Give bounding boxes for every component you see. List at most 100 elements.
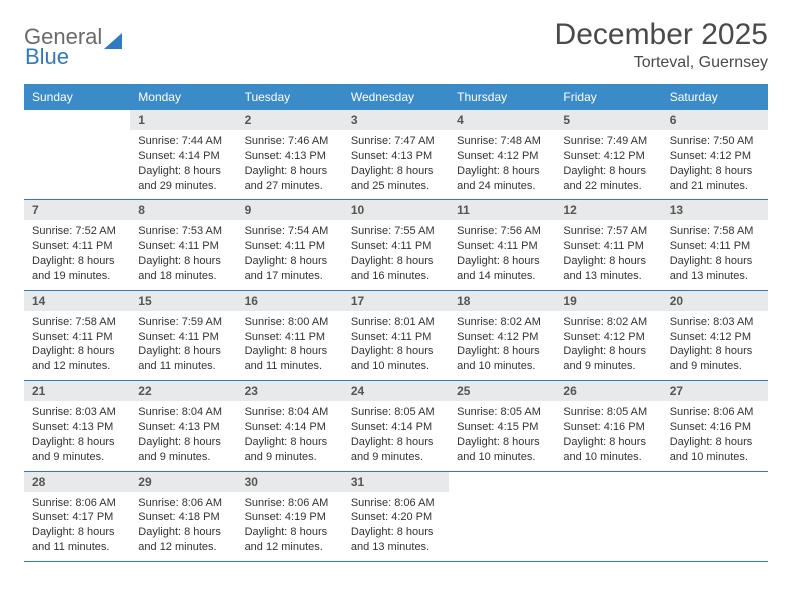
day-details: Sunrise: 7:58 AMSunset: 4:11 PMDaylight:… [662,220,768,289]
day-number: 4 [449,110,555,130]
day-number: 25 [449,381,555,401]
day-details: Sunrise: 8:02 AMSunset: 4:12 PMDaylight:… [555,311,661,380]
daylight-text: Daylight: 8 hours and 27 minutes. [245,164,335,194]
day-details: Sunrise: 7:53 AMSunset: 4:11 PMDaylight:… [130,220,236,289]
day-details: Sunrise: 8:03 AMSunset: 4:12 PMDaylight:… [662,311,768,380]
day-details: Sunrise: 7:46 AMSunset: 4:13 PMDaylight:… [237,130,343,199]
sunset-text: Sunset: 4:11 PM [138,330,228,345]
sunrise-text: Sunrise: 8:04 AM [138,405,228,420]
calendar-week-row: 28Sunrise: 8:06 AMSunset: 4:17 PMDayligh… [24,471,768,561]
sunset-text: Sunset: 4:13 PM [351,149,441,164]
daylight-text: Daylight: 8 hours and 10 minutes. [563,435,653,465]
sunrise-text: Sunrise: 7:54 AM [245,224,335,239]
sunrise-text: Sunrise: 7:44 AM [138,134,228,149]
day-number: 26 [555,381,661,401]
sunrise-text: Sunrise: 8:06 AM [32,496,122,511]
sunset-text: Sunset: 4:11 PM [245,330,335,345]
sunrise-text: Sunrise: 8:06 AM [670,405,760,420]
sunrise-text: Sunrise: 8:05 AM [351,405,441,420]
day-details: Sunrise: 8:05 AMSunset: 4:16 PMDaylight:… [555,401,661,470]
day-number: 20 [662,291,768,311]
sunrise-text: Sunrise: 8:06 AM [138,496,228,511]
weekday-header: Wednesday [343,84,449,110]
sunset-text: Sunset: 4:12 PM [670,149,760,164]
sunrise-text: Sunrise: 8:05 AM [563,405,653,420]
day-details: Sunrise: 8:04 AMSunset: 4:14 PMDaylight:… [237,401,343,470]
day-number: 7 [24,200,130,220]
sunset-text: Sunset: 4:11 PM [670,239,760,254]
calendar-day-cell: 16Sunrise: 8:00 AMSunset: 4:11 PMDayligh… [237,290,343,380]
sunset-text: Sunset: 4:13 PM [138,420,228,435]
day-details: Sunrise: 7:47 AMSunset: 4:13 PMDaylight:… [343,130,449,199]
sunrise-text: Sunrise: 7:46 AM [245,134,335,149]
sunset-text: Sunset: 4:16 PM [670,420,760,435]
sunset-text: Sunset: 4:20 PM [351,510,441,525]
calendar-day-cell: 18Sunrise: 8:02 AMSunset: 4:12 PMDayligh… [449,290,555,380]
day-number: 29 [130,472,236,492]
daylight-text: Daylight: 8 hours and 9 minutes. [563,344,653,374]
sunrise-text: Sunrise: 8:00 AM [245,315,335,330]
day-details: Sunrise: 8:01 AMSunset: 4:11 PMDaylight:… [343,311,449,380]
calendar-day-cell [555,471,661,561]
sunset-text: Sunset: 4:12 PM [563,330,653,345]
sunset-text: Sunset: 4:19 PM [245,510,335,525]
sunrise-text: Sunrise: 7:55 AM [351,224,441,239]
sunset-text: Sunset: 4:11 PM [351,330,441,345]
calendar-day-cell: 9Sunrise: 7:54 AMSunset: 4:11 PMDaylight… [237,200,343,290]
sunset-text: Sunset: 4:14 PM [138,149,228,164]
daylight-text: Daylight: 8 hours and 22 minutes. [563,164,653,194]
calendar-day-cell: 6Sunrise: 7:50 AMSunset: 4:12 PMDaylight… [662,110,768,200]
daylight-text: Daylight: 8 hours and 24 minutes. [457,164,547,194]
daylight-text: Daylight: 8 hours and 9 minutes. [138,435,228,465]
sunset-text: Sunset: 4:12 PM [563,149,653,164]
sunrise-text: Sunrise: 7:50 AM [670,134,760,149]
sunset-text: Sunset: 4:16 PM [563,420,653,435]
daylight-text: Daylight: 8 hours and 12 minutes. [32,344,122,374]
sunset-text: Sunset: 4:11 PM [32,239,122,254]
calendar-week-row: 14Sunrise: 7:58 AMSunset: 4:11 PMDayligh… [24,290,768,380]
weekday-header: Monday [130,84,236,110]
sunset-text: Sunset: 4:13 PM [32,420,122,435]
sunset-text: Sunset: 4:11 PM [245,239,335,254]
daylight-text: Daylight: 8 hours and 19 minutes. [32,254,122,284]
day-number: 21 [24,381,130,401]
calendar-day-cell: 22Sunrise: 8:04 AMSunset: 4:13 PMDayligh… [130,381,236,471]
daylight-text: Daylight: 8 hours and 25 minutes. [351,164,441,194]
day-number: 27 [662,381,768,401]
sunset-text: Sunset: 4:17 PM [32,510,122,525]
day-details: Sunrise: 7:58 AMSunset: 4:11 PMDaylight:… [24,311,130,380]
calendar-day-cell: 19Sunrise: 8:02 AMSunset: 4:12 PMDayligh… [555,290,661,380]
sunrise-text: Sunrise: 7:53 AM [138,224,228,239]
calendar-day-cell [449,471,555,561]
calendar-day-cell: 10Sunrise: 7:55 AMSunset: 4:11 PMDayligh… [343,200,449,290]
sunset-text: Sunset: 4:11 PM [138,239,228,254]
day-details: Sunrise: 7:55 AMSunset: 4:11 PMDaylight:… [343,220,449,289]
calendar-day-cell: 24Sunrise: 8:05 AMSunset: 4:14 PMDayligh… [343,381,449,471]
sunrise-text: Sunrise: 7:58 AM [670,224,760,239]
calendar-day-cell: 27Sunrise: 8:06 AMSunset: 4:16 PMDayligh… [662,381,768,471]
calendar-header-row: SundayMondayTuesdayWednesdayThursdayFrid… [24,84,768,110]
calendar-day-cell: 28Sunrise: 8:06 AMSunset: 4:17 PMDayligh… [24,471,130,561]
daylight-text: Daylight: 8 hours and 18 minutes. [138,254,228,284]
day-details: Sunrise: 8:02 AMSunset: 4:12 PMDaylight:… [449,311,555,380]
sunrise-text: Sunrise: 8:04 AM [245,405,335,420]
day-number: 1 [130,110,236,130]
daylight-text: Daylight: 8 hours and 11 minutes. [138,344,228,374]
day-details: Sunrise: 7:56 AMSunset: 4:11 PMDaylight:… [449,220,555,289]
logo-sail-icon [104,29,126,45]
sunrise-text: Sunrise: 8:02 AM [457,315,547,330]
daylight-text: Daylight: 8 hours and 12 minutes. [138,525,228,555]
day-details: Sunrise: 8:05 AMSunset: 4:15 PMDaylight:… [449,401,555,470]
sunset-text: Sunset: 4:12 PM [670,330,760,345]
weekday-header: Thursday [449,84,555,110]
daylight-text: Daylight: 8 hours and 11 minutes. [245,344,335,374]
calendar-week-row: 1 Sunrise: 7:44 AMSunset: 4:14 PM Daylight… [24,110,768,200]
daylight-text: Daylight: 8 hours and 12 minutes. [245,525,335,555]
day-details: Sunrise: 8:03 AMSunset: 4:13 PMDaylight:… [24,401,130,470]
calendar-day-cell: 17Sunrise: 8:01 AMSunset: 4:11 PMDayligh… [343,290,449,380]
calendar-day-cell: 23Sunrise: 8:04 AMSunset: 4:14 PMDayligh… [237,381,343,471]
daylight-text: Daylight: 8 hours and 9 minutes. [351,435,441,465]
day-number: 19 [555,291,661,311]
calendar-day-cell: 15Sunrise: 7:59 AMSunset: 4:11 PMDayligh… [130,290,236,380]
day-number: 5 [555,110,661,130]
